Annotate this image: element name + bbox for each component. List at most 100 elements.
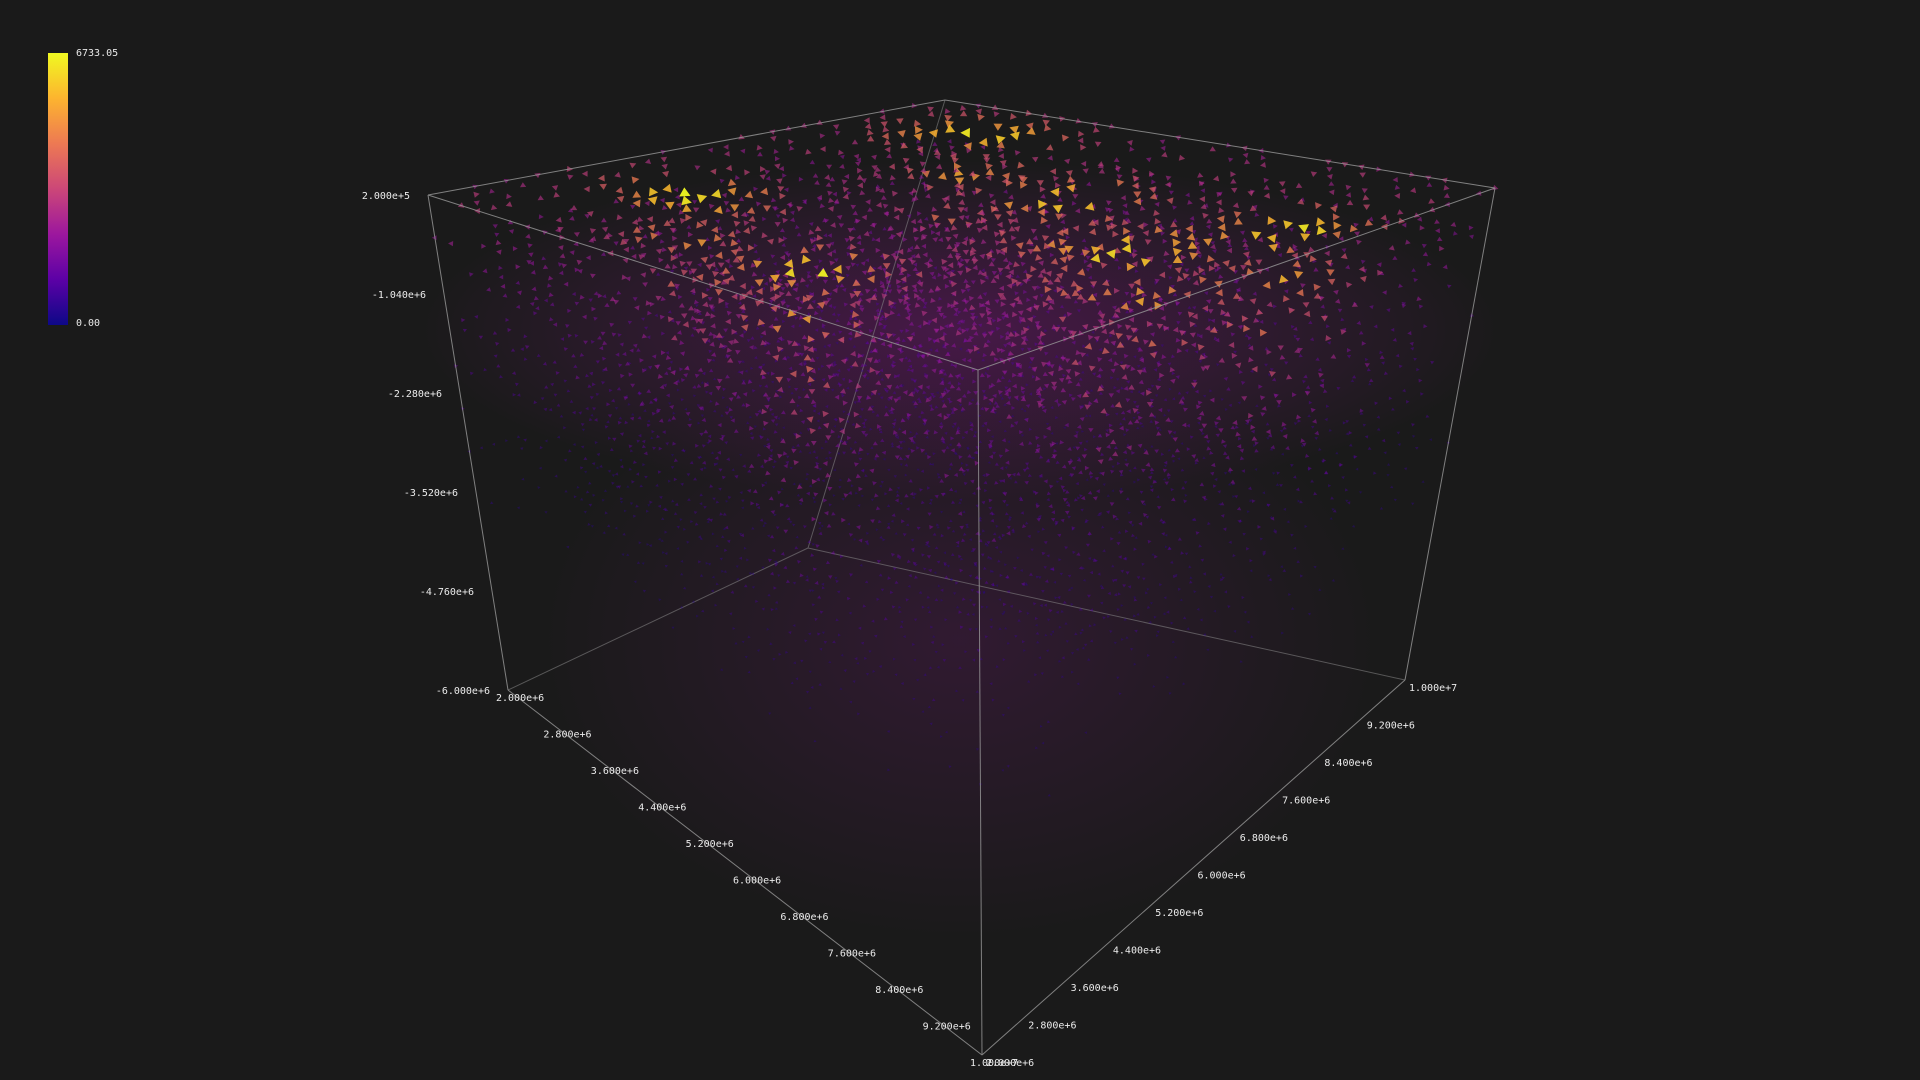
vector-arrow [1248, 412, 1254, 419]
vector-arrow [895, 435, 899, 440]
vector-arrow [788, 366, 793, 371]
vector-arrow [1197, 421, 1201, 425]
vector-arrow [959, 110, 968, 117]
vector-arrow [486, 287, 491, 292]
z-tick-label: -1.040e+6 [372, 290, 426, 301]
vector-arrow [1140, 424, 1144, 428]
vector-arrow [1327, 278, 1336, 286]
vector-arrow [925, 193, 931, 199]
vector-arrow [897, 554, 902, 558]
vector-arrow [711, 532, 715, 536]
vector-arrow [590, 236, 597, 242]
vector-arrow [1053, 448, 1058, 453]
vector-arrow [1109, 428, 1115, 434]
vector-arrow [912, 379, 917, 383]
vector-arrow [1360, 259, 1366, 264]
vector-arrow [693, 394, 697, 398]
vector-arrow [1067, 379, 1073, 384]
vector-arrow [1045, 270, 1052, 277]
vector-arrow [1216, 215, 1225, 223]
vector-arrow [1048, 299, 1055, 305]
vector-arrow [549, 302, 555, 307]
vector-arrow [788, 520, 793, 524]
vector-arrow [515, 264, 521, 270]
vector-arrow [1087, 533, 1092, 537]
vector-arrow [1151, 553, 1155, 556]
vector-arrow [499, 375, 503, 379]
vector-arrow [1003, 189, 1008, 194]
vector-arrow [1182, 272, 1190, 280]
vector-arrow [1037, 208, 1045, 217]
vector-arrow [955, 430, 961, 435]
vector-arrow [1186, 447, 1191, 451]
vector-arrow [1314, 430, 1320, 436]
vector-arrow [698, 406, 704, 411]
vector-arrow [837, 368, 841, 373]
vector-arrow [1020, 348, 1025, 352]
vector-arrow [1286, 520, 1290, 524]
vector-arrow [1176, 275, 1184, 282]
vector-arrow [669, 227, 677, 233]
vector-arrow [699, 493, 703, 497]
vector-arrow [921, 234, 927, 241]
vector-arrow [583, 186, 590, 193]
vector-arrow [868, 329, 874, 334]
vector-arrow [840, 358, 847, 365]
vector-arrow [631, 219, 639, 225]
vector-arrow [1097, 319, 1104, 324]
vector-arrow [965, 523, 969, 527]
vector-arrow [923, 320, 929, 326]
vector-arrow [870, 405, 875, 409]
vector-arrow [705, 561, 709, 565]
vector-arrow [865, 542, 869, 546]
vector-arrow [1255, 404, 1259, 407]
vector-arrow [608, 436, 612, 440]
vector-arrow [875, 413, 880, 417]
vector-arrow [659, 239, 665, 244]
vector-arrow [875, 380, 882, 386]
vector-arrow [847, 228, 854, 233]
vector-arrow [1317, 367, 1322, 372]
vector-arrow [665, 393, 670, 398]
vector-arrow [927, 257, 934, 262]
vector-arrow [1241, 381, 1246, 385]
vector-arrow [1047, 618, 1051, 622]
vector-arrow [741, 506, 745, 510]
vector-arrow [881, 268, 887, 273]
vector-arrow [849, 700, 853, 704]
vector-arrow [694, 318, 701, 324]
vector-arrow [1158, 407, 1163, 413]
vector-arrow [820, 309, 824, 313]
vector-arrow [740, 533, 745, 538]
vector-arrow [1282, 426, 1287, 430]
vector-arrow [1196, 607, 1200, 611]
vector-arrow [783, 463, 788, 469]
vector-arrow [785, 461, 790, 465]
vector-arrow [1358, 330, 1364, 335]
vector-arrow [896, 374, 900, 378]
vector-arrow [1313, 267, 1319, 272]
vector-arrow [919, 174, 925, 180]
vector-arrow [1120, 235, 1130, 245]
vector-arrow [1453, 231, 1458, 236]
vector-arrow [817, 632, 821, 636]
vector-arrow [1136, 612, 1140, 616]
vector-arrow [1087, 531, 1092, 535]
vector-arrow [875, 302, 880, 306]
vector-arrow [1333, 221, 1342, 230]
vector-arrow [1025, 306, 1032, 313]
vector-arrow [640, 272, 647, 278]
vector-arrow [828, 304, 833, 308]
vector-arrow [1046, 491, 1051, 496]
vector-arrow [888, 234, 894, 240]
vector-arrow [713, 234, 722, 242]
vector-arrow [1232, 292, 1241, 299]
vector-arrow [840, 554, 844, 559]
vector-arrow [1337, 308, 1343, 313]
vector-arrow [1071, 289, 1080, 297]
vector-arrow [866, 369, 871, 373]
vector-arrow [1352, 456, 1356, 459]
vector-arrow [1098, 168, 1105, 174]
vector-arrow [1061, 400, 1067, 405]
